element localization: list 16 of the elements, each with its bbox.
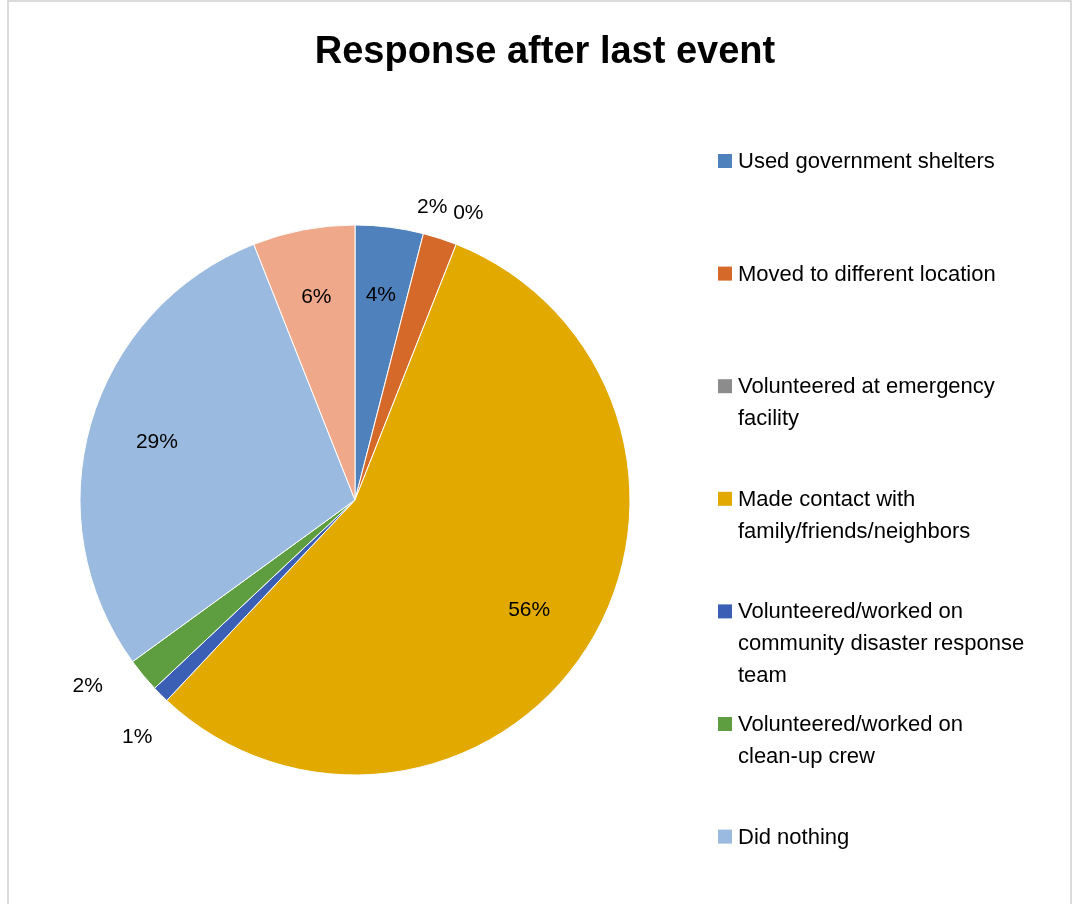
data-label: 29% (135, 429, 178, 452)
legend-label: Volunteered/worked on community disaster response team (738, 598, 1025, 688)
data-label: 56% (508, 597, 551, 621)
legend-label: Used government shelters (738, 147, 995, 173)
text: 0% (453, 200, 484, 224)
legend-label: Moved to different location (738, 260, 996, 286)
data-label: 2% (417, 193, 448, 217)
data-label: 1% (122, 724, 153, 748)
legend-label: Volunteered/worked on clean-up crew (738, 710, 964, 768)
legend-label: Did nothing (738, 823, 850, 849)
data-label: 2% (72, 672, 103, 696)
legend-label: Made contact with family/friends/neighbors (738, 485, 971, 543)
chart-title: Response after last event (314, 29, 776, 71)
legend-label: Volunteered at emergency facility (738, 373, 995, 431)
data-label: 4% (365, 281, 397, 305)
data-label: 6% (301, 283, 332, 307)
